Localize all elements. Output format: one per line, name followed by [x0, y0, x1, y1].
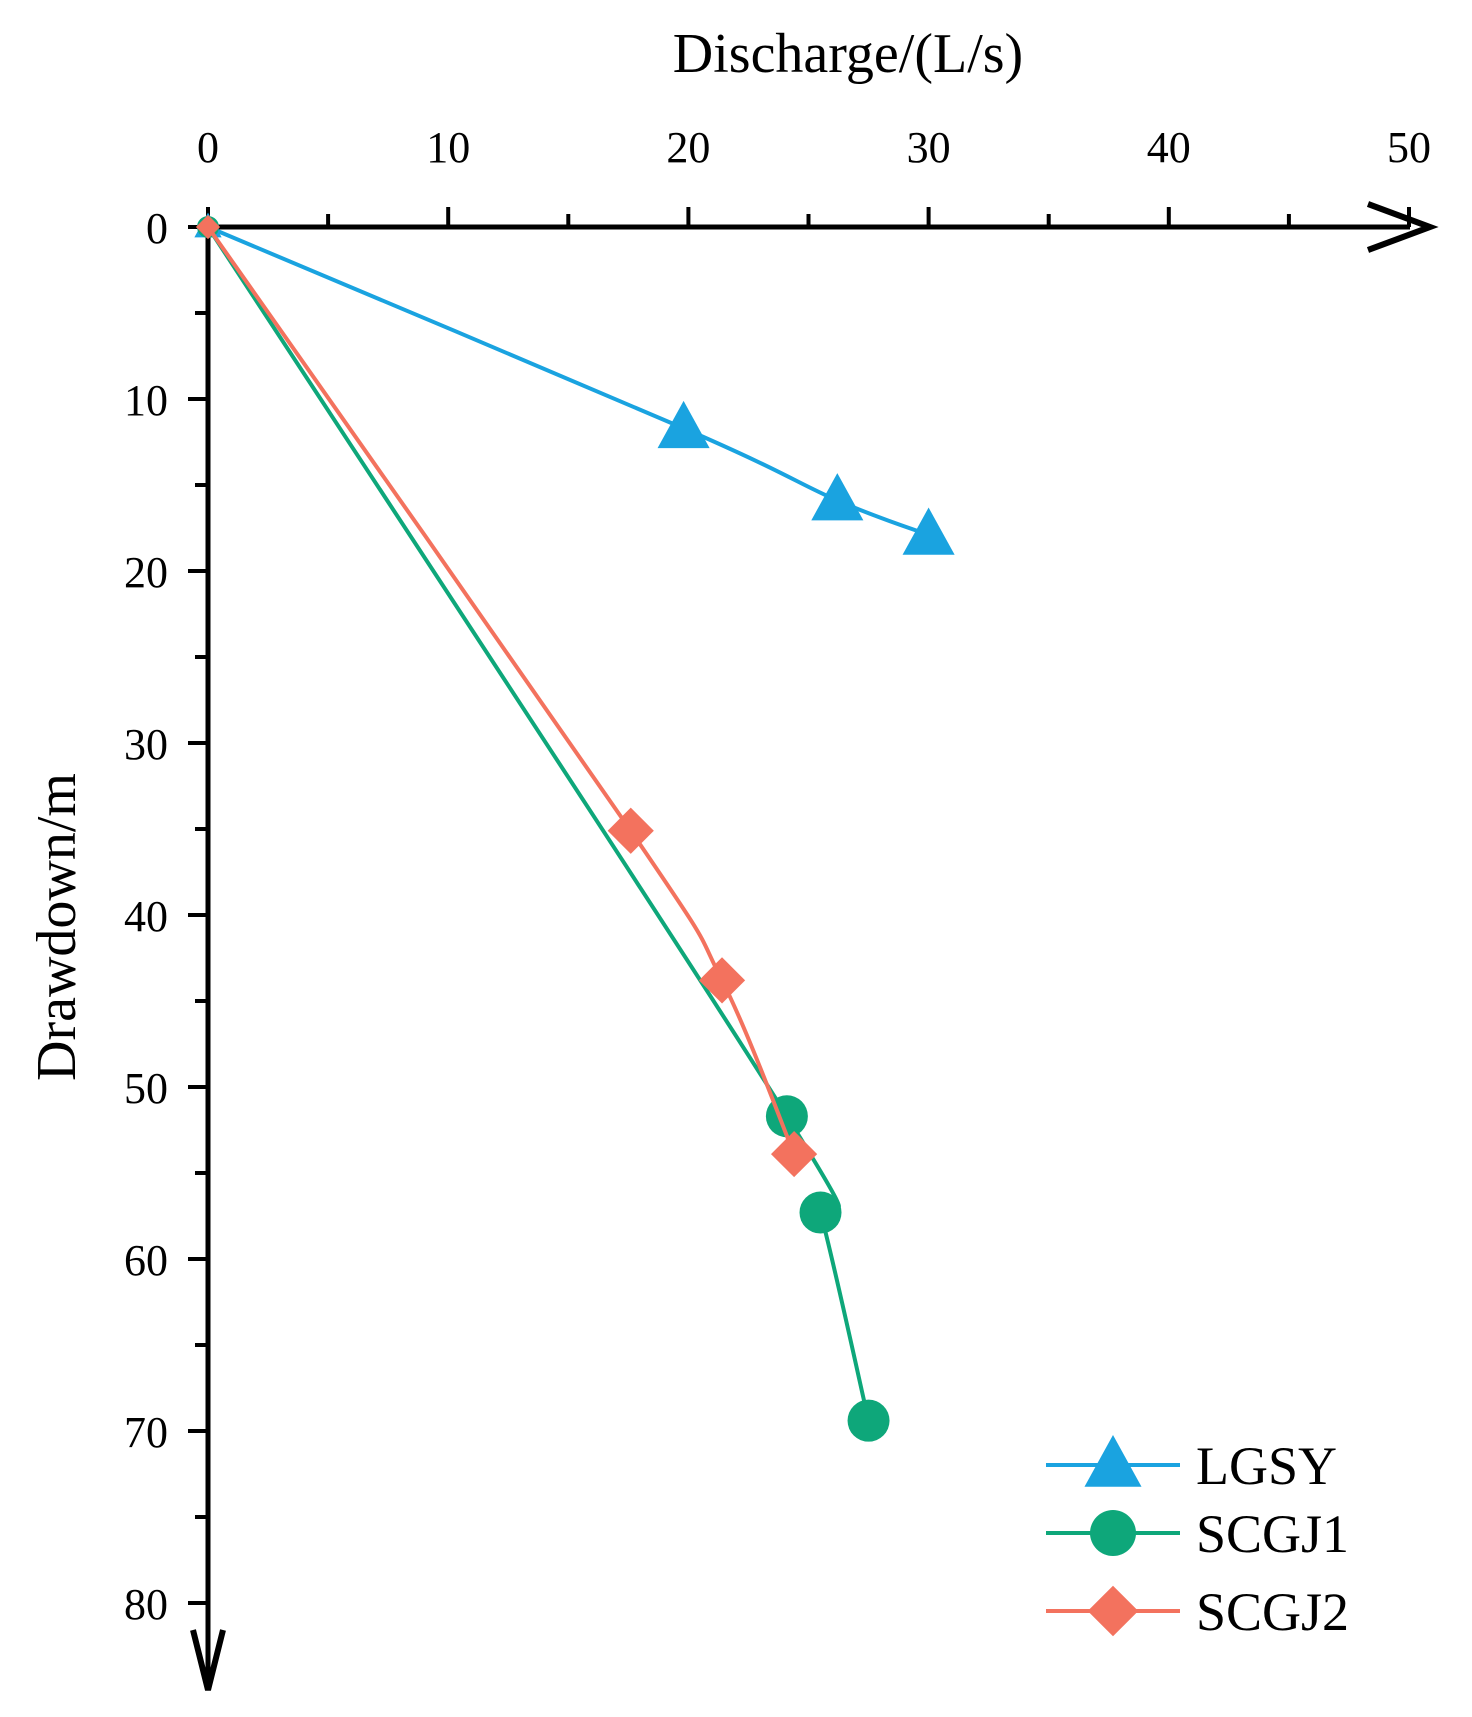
y-tick-label: 60 — [124, 1236, 168, 1285]
series-scgj2 — [195, 214, 818, 1178]
y-tick-label: 20 — [124, 548, 168, 597]
data-point — [657, 400, 710, 449]
data-point — [607, 807, 654, 854]
series-line — [206, 225, 796, 1155]
x-tick-label: 40 — [1147, 123, 1191, 172]
legend-marker — [1084, 1435, 1142, 1487]
y-axis-ticks: 0 10 20 30 40 50 60 70 80 — [124, 204, 208, 1629]
series-layer — [194, 212, 955, 1442]
y-tick-label: 0 — [146, 204, 168, 253]
x-axis-arrow — [1366, 201, 1439, 253]
data-point — [770, 1130, 818, 1178]
y-tick-label: 40 — [124, 892, 168, 941]
series-scgj1 — [197, 216, 890, 1442]
legend-label: LGSY — [1196, 1436, 1337, 1496]
legend-marker — [1087, 1585, 1139, 1637]
y-tick-label: 10 — [124, 376, 168, 425]
x-axis-title: Discharge/(L/s) — [673, 23, 1023, 85]
y-tick-label: 50 — [124, 1064, 168, 1113]
data-point — [847, 1399, 890, 1442]
legend-item: LGSY — [1046, 1435, 1337, 1496]
y-axis-arrow — [190, 1629, 226, 1691]
x-tick-label: 10 — [426, 123, 470, 172]
x-tick-label: 50 — [1387, 123, 1431, 172]
legend-item: SCGJ2 — [1046, 1582, 1349, 1642]
y-tick-label: 80 — [124, 1580, 168, 1629]
series-line — [206, 225, 871, 1422]
data-point — [902, 507, 955, 555]
x-tick-label: 30 — [907, 123, 951, 172]
data-point — [698, 957, 746, 1004]
data-point — [195, 214, 221, 240]
legend-label: SCGJ1 — [1196, 1504, 1349, 1564]
y-axis-title: Drawdown/m — [26, 773, 88, 1081]
x-tick-label: 0 — [197, 123, 219, 172]
legend-item: SCGJ1 — [1046, 1504, 1349, 1564]
data-point — [799, 1191, 842, 1234]
legend-marker — [1090, 1510, 1136, 1556]
legend: LGSY SCGJ1 SCGJ2 — [1046, 1435, 1349, 1642]
y-tick-label: 30 — [124, 720, 168, 769]
legend-label: SCGJ2 — [1196, 1582, 1349, 1642]
y-tick-label: 70 — [124, 1408, 168, 1457]
data-point — [811, 473, 864, 521]
x-axis-ticks: 0 10 20 30 40 50 — [197, 123, 1431, 227]
x-tick-label: 20 — [666, 123, 710, 172]
